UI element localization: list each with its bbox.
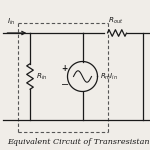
Text: +: +	[62, 64, 68, 73]
Text: −: −	[61, 81, 69, 90]
Text: $R_m I_{in}$: $R_m I_{in}$	[100, 71, 118, 82]
Text: $I_{in}$: $I_{in}$	[7, 17, 15, 27]
Text: Equivalent Circuit of Transresistan: Equivalent Circuit of Transresistan	[7, 138, 149, 147]
Text: $R_{out}$: $R_{out}$	[108, 16, 123, 26]
Text: $R_{in}$: $R_{in}$	[36, 71, 48, 82]
